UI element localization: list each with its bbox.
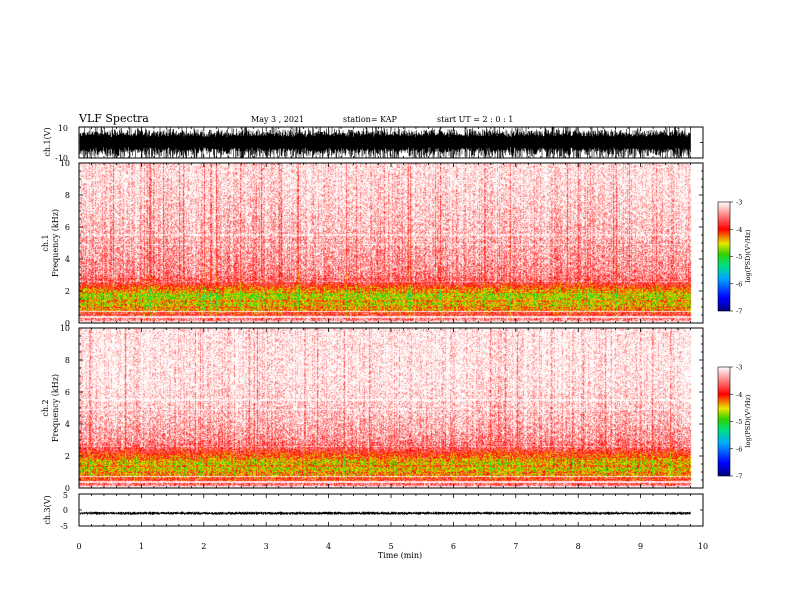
ch1-spectrogram-panel: 0 2 4 6 8 10 ch.1 Frequency (kHz) — [41, 159, 704, 328]
colorbar-tick-label: -3 — [736, 199, 742, 207]
ch1-spectrogram-channel-label: ch.1 — [41, 234, 50, 251]
ch3-ytick-bottom: -5 — [60, 522, 68, 531]
time-tick-label: 1 — [139, 542, 144, 551]
frequency-tick-label: 10 — [60, 324, 70, 333]
frequency-tick-label: 4 — [65, 420, 70, 429]
start-time-label: start UT = 2 : 0 : 1 — [437, 115, 513, 124]
date-label: May 3 , 2021 — [251, 115, 304, 124]
frequency-tick-label: 6 — [65, 388, 70, 397]
ch1-waveform-ylabel: ch.1(V) — [43, 127, 52, 156]
time-axis-tick-labels: 0 1 2 3 4 5 6 7 8 9 10 — [76, 542, 708, 551]
ch1-spectrogram-ylabel: Frequency (kHz) — [51, 209, 60, 277]
ch3-waveform-trace — [79, 511, 691, 515]
ch1-spectrogram-time-ticks — [78, 163, 704, 323]
colorbar-tick-label: -7 — [736, 473, 742, 481]
time-tick-label: 0 — [76, 542, 81, 551]
ch1-ytick-bottom: -10 — [55, 154, 68, 163]
ch2-spectrogram-channel-label: ch.2 — [41, 399, 50, 416]
colorbar-tick-label: -6 — [736, 445, 742, 453]
time-tick-label: 8 — [576, 542, 581, 551]
frequency-tick-label: 4 — [65, 255, 70, 264]
frequency-tick-label: 0 — [65, 319, 70, 328]
frequency-tick-label: 0 — [65, 484, 70, 493]
ch1-waveform-trace — [79, 127, 691, 158]
time-tick-label: 10 — [698, 542, 708, 551]
colorbar-tick-label: -5 — [736, 253, 742, 261]
frequency-tick-label: 8 — [65, 191, 70, 200]
ch2-colorbar-label: log(PSD)(V²/Hz) — [744, 394, 752, 447]
time-tick-label: 2 — [201, 542, 206, 551]
ch3-ytick-mid: 0 — [63, 506, 68, 515]
frequency-tick-label: 2 — [65, 287, 70, 296]
ch1-colorbar-label: log(PSD)(V²/Hz) — [744, 229, 752, 282]
ch3-waveform-panel: 5 0 -5 ch.3(V) — [43, 491, 704, 531]
time-tick-label: 3 — [264, 542, 269, 551]
ch3-ytick-top: 5 — [63, 491, 68, 500]
colorbar-tick-label: -5 — [736, 418, 742, 426]
ch1-waveform-path — [79, 127, 691, 158]
colorbar-tick-label: -6 — [736, 280, 742, 288]
figure-title: VLF Spectra — [78, 112, 149, 125]
frequency-tick-label: 2 — [65, 452, 70, 461]
ch3-waveform-frame — [78, 493, 704, 527]
time-tick-label: 7 — [513, 542, 518, 551]
colorbar-tick-label: -4 — [736, 391, 742, 399]
ch3-waveform-ylabel: ch.3(V) — [43, 495, 52, 524]
time-tick-label: 4 — [326, 542, 331, 551]
time-tick-label: 5 — [388, 542, 393, 551]
colorbar-tick-label: -3 — [736, 364, 742, 372]
time-tick-label: 9 — [638, 542, 643, 551]
ch1-ytick-top: 10 — [58, 124, 68, 133]
ch1-frequency-ticks: 0 2 4 6 8 10 — [60, 159, 703, 328]
ch1-colorbar-ticks: -3 -4 -5 -6 -7 — [730, 199, 742, 316]
ch2-frequency-ticks: 0 2 4 6 8 10 — [60, 324, 703, 493]
ch2-colorbar-ticks: -3 -4 -5 -6 -7 — [730, 364, 742, 481]
frequency-tick-label: 10 — [60, 159, 70, 168]
ch1-spectrogram-image — [79, 163, 703, 323]
colorbar-tick-label: -7 — [736, 308, 742, 316]
ch1-waveform-panel: 10 -10 ch.1(V) — [43, 124, 704, 163]
ch2-colorbar-gradient — [717, 366, 731, 477]
ch3-waveform-path — [79, 511, 691, 515]
frequency-tick-label: 6 — [65, 223, 70, 232]
time-axis-label: Time (min) — [378, 551, 422, 560]
ch2-spectrogram-time-ticks — [78, 328, 704, 488]
frequency-tick-label: 8 — [65, 356, 70, 365]
ch1-colorbar: -3 -4 -5 -6 -7 log(PSD)(V²/Hz) — [717, 199, 752, 316]
ch2-spectrogram-ylabel: Frequency (kHz) — [51, 374, 60, 442]
ch2-spectrogram-image — [79, 328, 703, 488]
ch1-colorbar-gradient — [717, 201, 731, 312]
ch1-waveform-ticks — [78, 126, 704, 159]
ch2-colorbar: -3 -4 -5 -6 -7 log(PSD)(V²/Hz) — [717, 364, 752, 481]
colorbar-tick-label: -4 — [736, 226, 742, 234]
time-tick-label: 6 — [451, 542, 456, 551]
station-label: station= KAP — [343, 115, 398, 124]
ch2-spectrogram-panel: 0 2 4 6 8 10 ch.2 Frequency (kHz) — [41, 324, 704, 493]
ch3-waveform-ticks — [78, 493, 704, 527]
